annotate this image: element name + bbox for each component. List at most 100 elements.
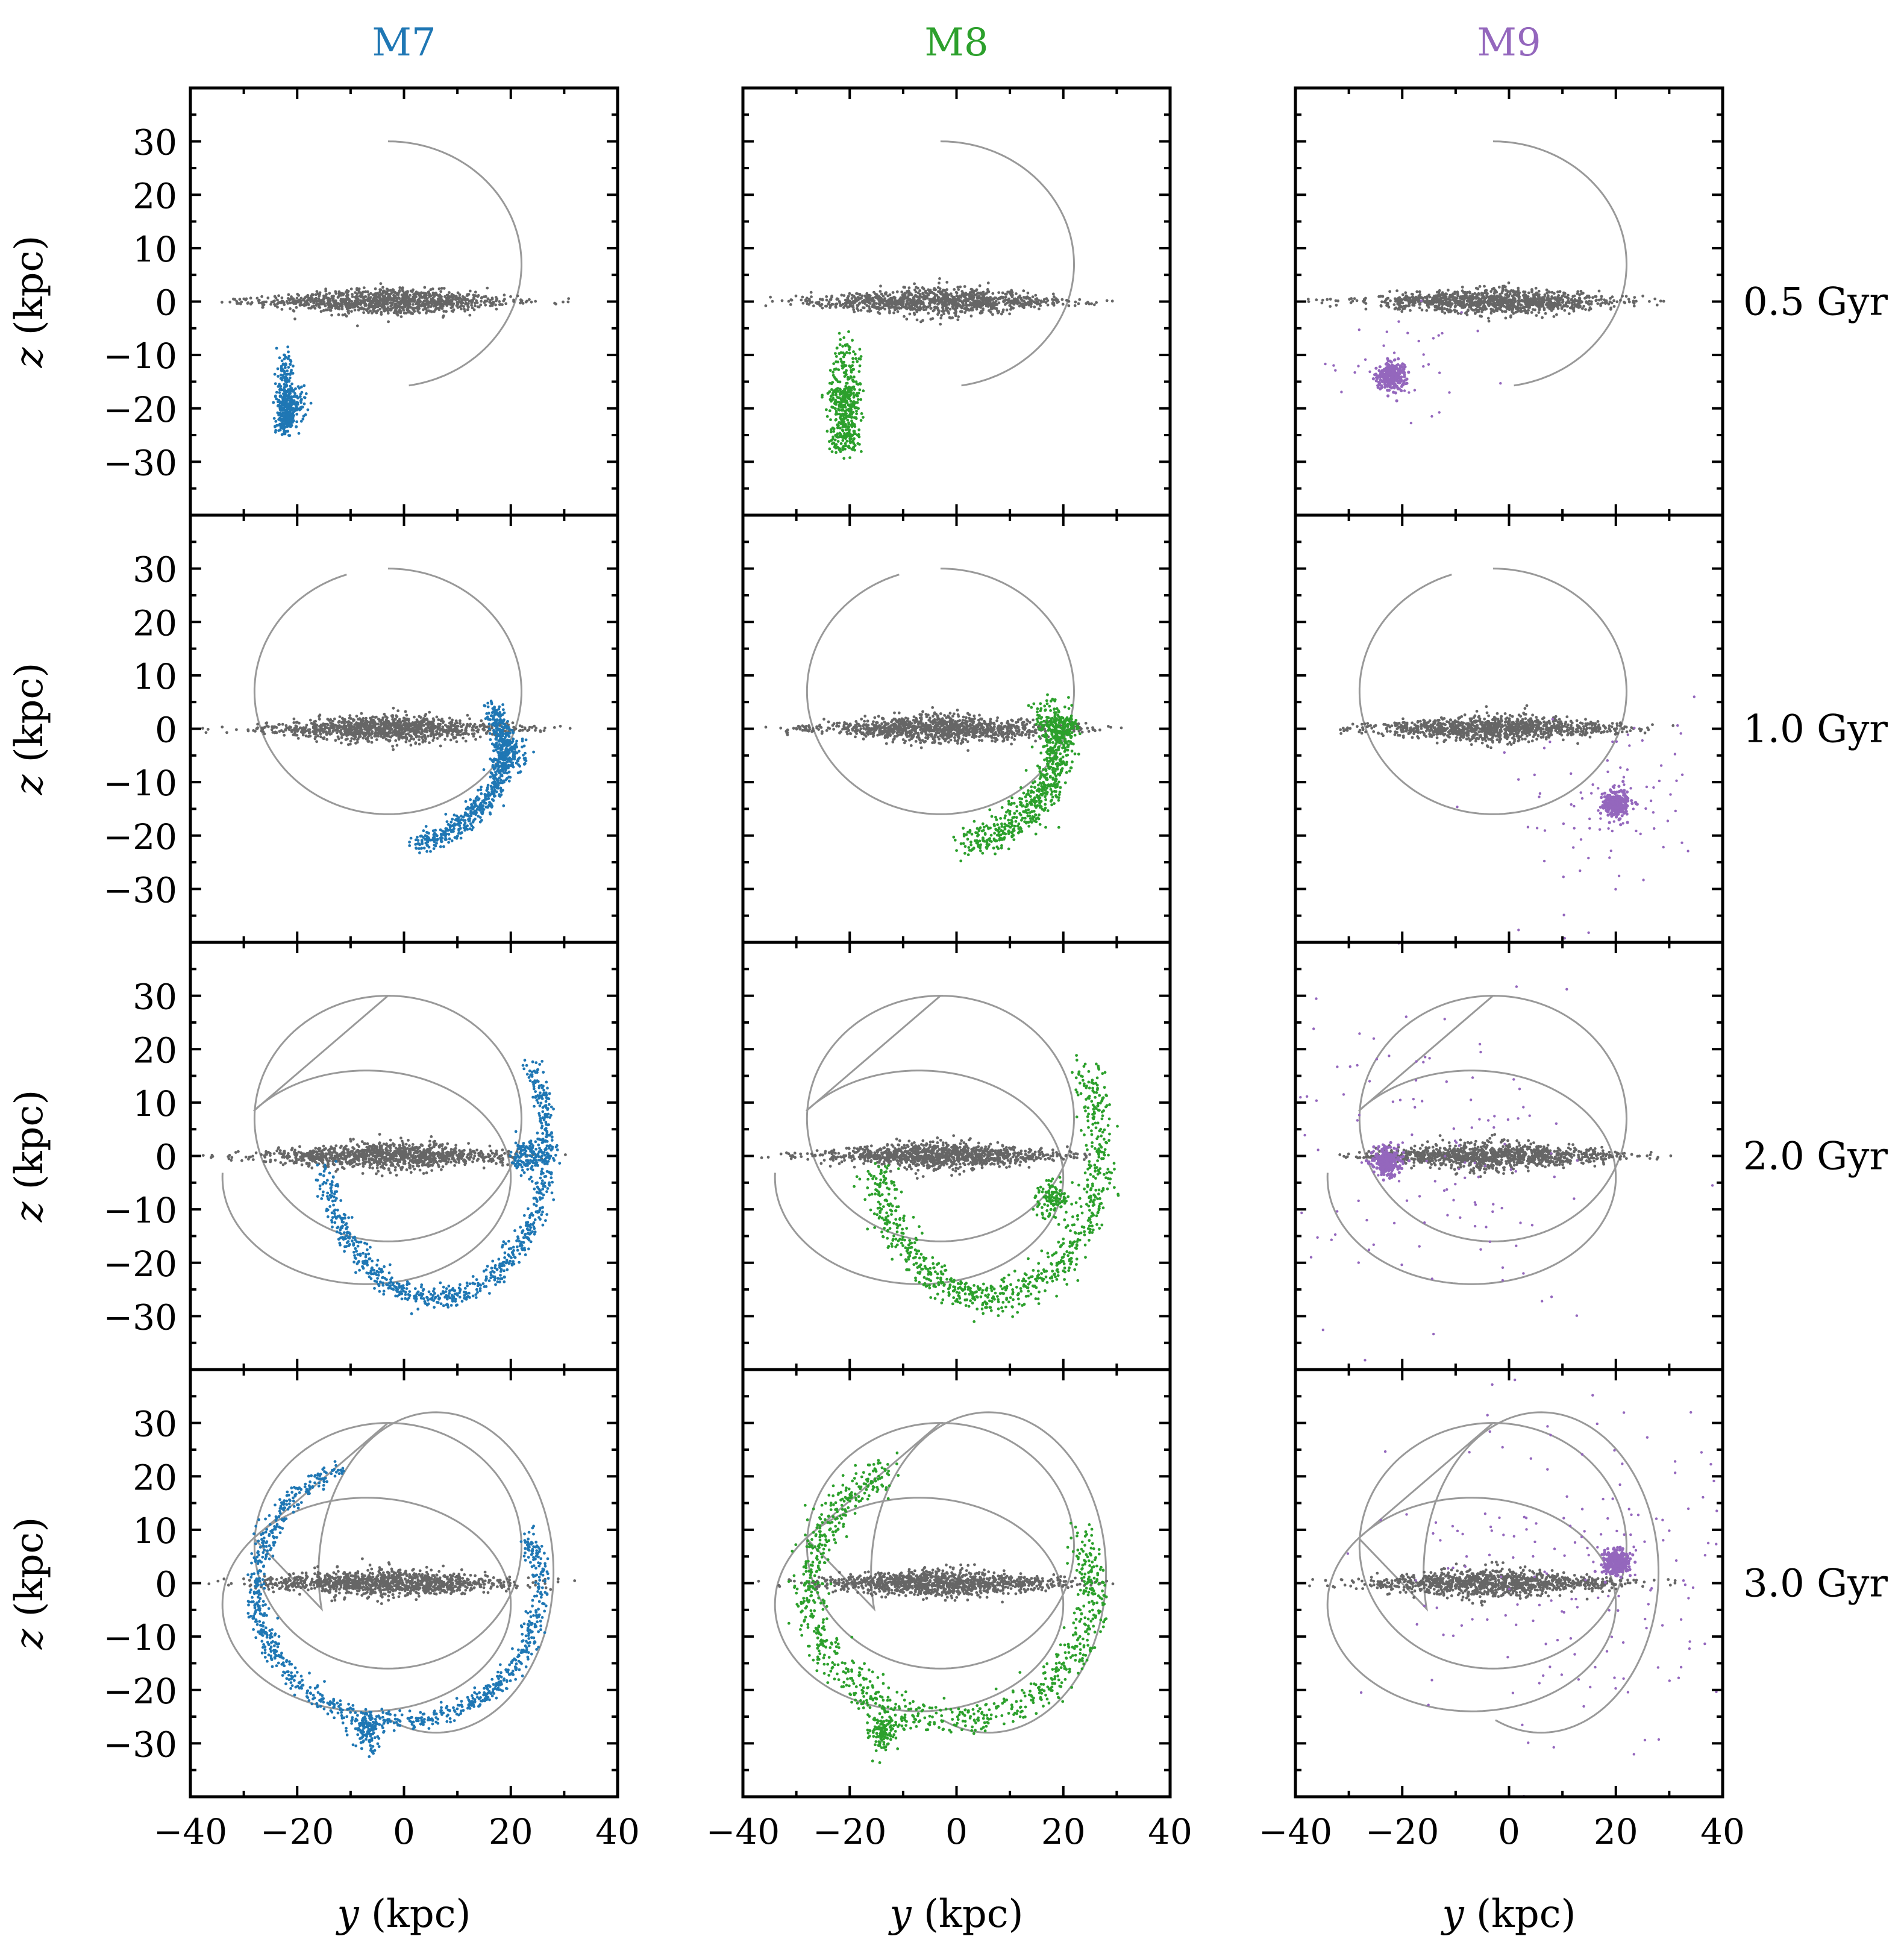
disk-particle — [378, 725, 382, 729]
disk-particle — [407, 732, 410, 736]
disk-particle — [456, 733, 459, 736]
debris-particle — [283, 432, 287, 436]
debris-particle — [431, 829, 435, 833]
disk-particle — [488, 1144, 492, 1148]
disk-particle — [445, 304, 449, 307]
disk-particle — [388, 1151, 391, 1155]
disk-particle — [324, 304, 327, 308]
disk-particle — [337, 724, 340, 728]
debris-particle — [274, 419, 278, 423]
debris-particle — [498, 746, 502, 750]
debris-particle — [491, 774, 495, 777]
disk-particle — [262, 1160, 266, 1163]
disk-particle — [363, 301, 366, 305]
disk-particle — [424, 292, 428, 296]
disk-particle — [334, 290, 337, 293]
disk-particle — [501, 1163, 504, 1167]
debris-particle — [453, 813, 456, 817]
debris-particle — [280, 407, 284, 410]
disk-particle — [472, 728, 475, 732]
y-tick-label: −10 — [104, 763, 177, 804]
debris-particle — [489, 738, 492, 741]
disk-particle — [405, 737, 409, 741]
debris-particle — [352, 1260, 355, 1264]
disk-particle — [299, 1155, 302, 1159]
debris-particle — [457, 827, 460, 831]
disk-particle — [383, 295, 387, 298]
disk-particle — [240, 1159, 243, 1162]
disk-particle — [443, 730, 447, 733]
debris-particle — [483, 704, 486, 707]
debris-particle — [467, 818, 470, 821]
disk-particle — [451, 1157, 454, 1160]
debris-particle — [489, 1271, 492, 1274]
disk-particle — [336, 1168, 339, 1171]
disk-particle — [490, 726, 493, 730]
disk-particle — [257, 298, 261, 302]
disk-particle — [409, 299, 412, 303]
disk-particle — [374, 1159, 377, 1163]
debris-particle — [287, 372, 291, 376]
debris-particle — [277, 385, 280, 388]
debris-particle — [287, 350, 290, 354]
debris-particle — [491, 707, 495, 710]
disk-particle — [501, 1148, 504, 1151]
debris-particle — [501, 703, 504, 706]
debris-particle — [433, 1306, 436, 1309]
disk-particle — [313, 1160, 316, 1163]
disk-particle — [467, 302, 470, 305]
disk-particle — [326, 1162, 330, 1165]
disk-particle — [539, 730, 542, 733]
disk-particle — [287, 728, 291, 731]
debris-particle — [496, 1277, 499, 1280]
debris-particle — [299, 392, 302, 396]
disk-particle — [313, 737, 317, 741]
disk-particle — [451, 718, 454, 722]
disk-particle — [418, 1156, 421, 1159]
disk-particle — [368, 721, 372, 724]
disk-particle — [344, 300, 348, 303]
disk-particle — [389, 1149, 392, 1153]
disk-particle — [328, 305, 332, 308]
disk-particle — [512, 725, 515, 729]
disk-particle — [244, 1155, 248, 1159]
disk-particle — [381, 291, 385, 295]
debris-particle — [338, 1241, 342, 1245]
disk-particle — [378, 307, 381, 311]
disk-particle — [399, 722, 402, 725]
disk-particle — [418, 725, 422, 729]
disk-particle — [381, 729, 384, 733]
disk-particle — [464, 1162, 467, 1165]
debris-particle — [297, 431, 301, 435]
disk-particle — [311, 305, 315, 309]
disk-particle — [322, 1144, 325, 1148]
debris-particle — [498, 776, 501, 780]
disk-particle — [399, 1166, 402, 1170]
disk-particle — [475, 1148, 478, 1152]
disk-particle — [393, 1152, 396, 1155]
disk-particle — [401, 732, 405, 736]
debris-particle — [426, 844, 429, 847]
disk-particle — [305, 1151, 309, 1155]
disk-particle — [421, 738, 425, 742]
disk-particle — [261, 303, 265, 307]
disk-particle — [449, 728, 453, 732]
debris-particle — [524, 751, 527, 755]
disk-particle — [363, 304, 367, 307]
debris-particle — [287, 354, 290, 358]
disk-particle — [287, 1152, 290, 1155]
disk-particle — [362, 1165, 365, 1168]
disk-particle — [237, 1150, 240, 1153]
disk-particle — [348, 730, 352, 733]
disk-particle — [496, 1156, 499, 1160]
disk-particle — [446, 293, 449, 297]
debris-particle — [507, 770, 511, 774]
disk-particle — [490, 297, 494, 301]
disk-particle — [435, 300, 439, 304]
disk-particle — [350, 299, 354, 303]
disk-particle — [495, 307, 498, 311]
debris-particle — [489, 775, 492, 778]
disk-particle — [468, 717, 471, 721]
disk-particle — [389, 296, 392, 299]
